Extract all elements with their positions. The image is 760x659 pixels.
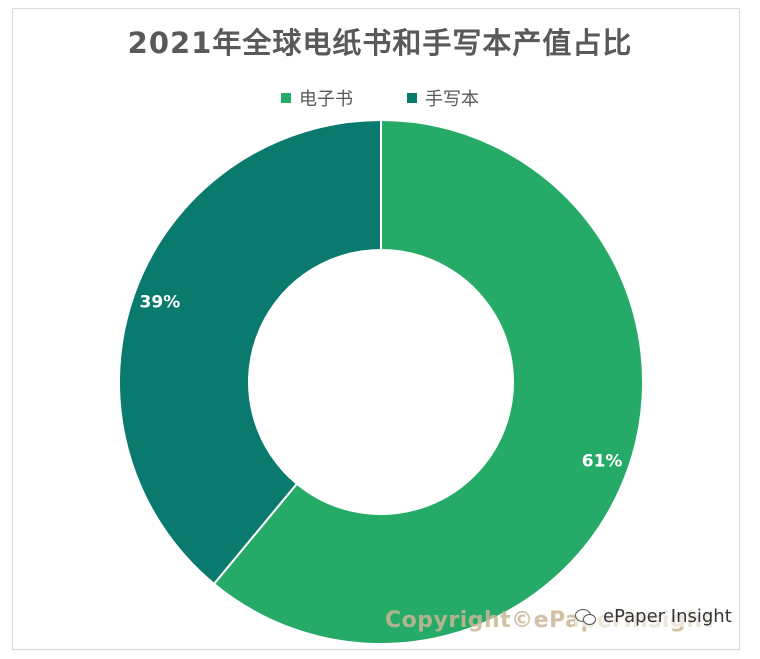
data-label-1: 61% (582, 452, 623, 472)
source-credit: ePaper Insight (575, 606, 732, 627)
chart-title: 2021年全球电纸书和手写本产值占比 (127, 26, 633, 60)
legend-item-ebook: 电子书 (281, 85, 353, 111)
legend-swatch-notebook (407, 93, 417, 103)
wechat-icon (575, 608, 597, 626)
donut-slice-1 (212, 118, 644, 645)
legend-label-notebook: 手写本 (425, 89, 479, 110)
source-text: ePaper Insight (603, 606, 732, 627)
legend-item-notebook: 手写本 (407, 85, 479, 111)
legend: 电子书 手写本 (0, 86, 760, 110)
donut-slice-2 (118, 118, 382, 586)
legend-swatch-ebook (281, 93, 291, 103)
legend-label-ebook: 电子书 (299, 89, 353, 110)
data-label-2: 39% (140, 292, 181, 312)
